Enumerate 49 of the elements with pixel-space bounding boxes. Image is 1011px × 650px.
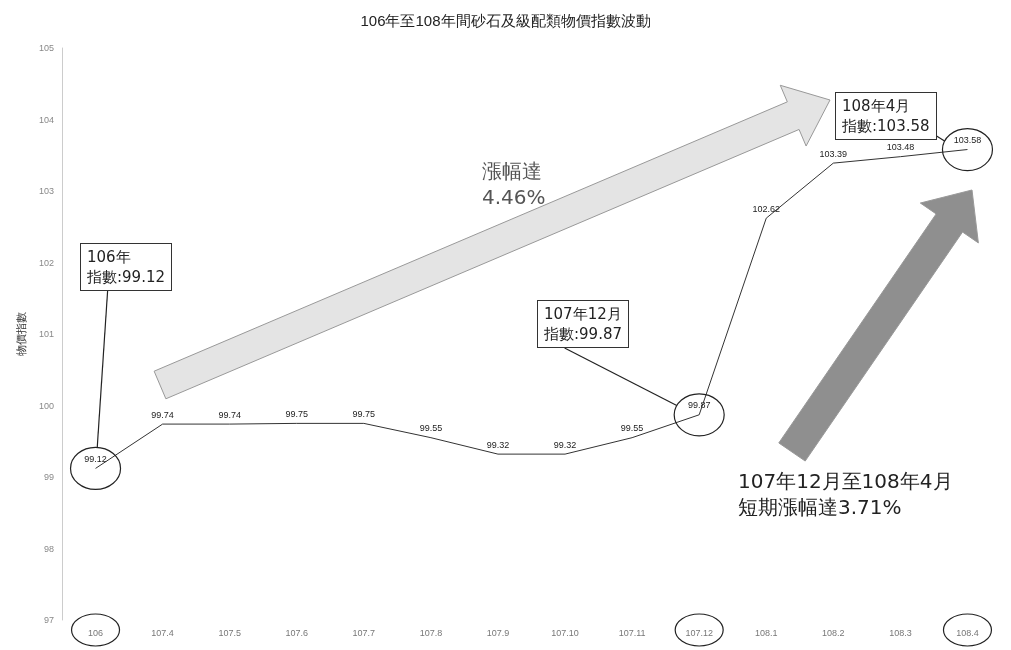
annotation: 106年	[87, 247, 132, 267]
y-axis-title: 物價指數	[14, 312, 27, 356]
x-tick-label: 107.10	[551, 627, 579, 638]
y-tick-label: 98	[43, 543, 54, 554]
x-tick-label: 107.11	[618, 627, 646, 638]
x-tick-label: 108.2	[822, 627, 845, 638]
data-label: 99.74	[218, 409, 241, 420]
x-tick-label: 108.1	[754, 627, 778, 638]
data-label: 99.87	[687, 400, 711, 411]
y-tick-label: 99	[43, 472, 54, 482]
annotation: 指數:99.87	[544, 324, 622, 344]
x-tick-label: 106	[88, 627, 104, 638]
x-tick-label: 107.12	[685, 627, 713, 638]
data-label: 102.62	[752, 203, 781, 214]
annotation: 指數:103.58	[842, 116, 930, 136]
data-label: 99.74	[151, 409, 174, 420]
annotation: 短期漲幅達3.71%	[738, 494, 903, 520]
x-tick-label: 107.4	[151, 627, 174, 638]
y-tick-label: 97	[43, 615, 54, 625]
annotation: 107年12月至108年4月	[738, 468, 953, 494]
y-tick-label: 105	[38, 43, 54, 53]
x-tick-label: 107.8	[419, 627, 443, 638]
x-tick-label: 107.7	[352, 627, 376, 638]
y-tick-label: 103	[38, 186, 54, 196]
y-tick-label: 102	[38, 257, 54, 268]
x-tick-label: 108.3	[889, 627, 912, 638]
data-label: 99.32	[553, 439, 577, 450]
annotation: 漲幅達	[482, 158, 543, 184]
data-label: 103.39	[819, 148, 848, 159]
annotation: 108年4月	[842, 96, 912, 116]
data-label: 99.32	[486, 439, 510, 450]
x-tick-label: 107.9	[486, 627, 510, 638]
data-label: 103.58	[953, 135, 982, 146]
data-label: 103.48	[886, 142, 915, 153]
chart-title: 106年至108年間砂石及級配類物價指數波動	[360, 12, 651, 29]
data-label: 99.75	[352, 408, 376, 419]
data-label: 99.55	[419, 423, 443, 434]
x-tick-label: 107.5	[218, 627, 241, 638]
y-tick-label: 104	[38, 114, 54, 125]
data-label: 99.55	[620, 423, 644, 434]
x-tick-label: 107.6	[285, 627, 309, 638]
y-tick-label: 100	[38, 400, 54, 411]
data-label: 99.12	[84, 453, 107, 464]
x-tick-label: 108.4	[956, 627, 979, 638]
annotation: 指數:99.12	[87, 267, 165, 287]
annotation: 4.46%	[482, 184, 546, 210]
data-label: 99.75	[285, 408, 309, 419]
annotation: 107年12月	[544, 304, 622, 324]
y-tick-label: 101	[38, 329, 54, 339]
